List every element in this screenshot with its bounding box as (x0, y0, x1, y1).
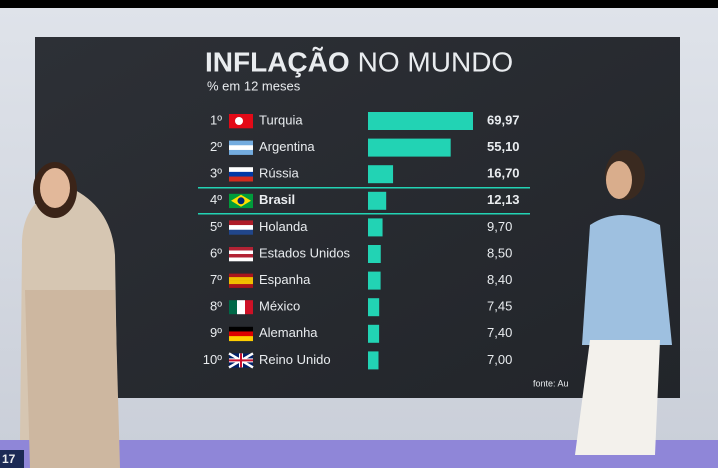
flag-part (229, 353, 253, 368)
presenter-left (20, 162, 120, 468)
flag (229, 247, 253, 262)
value-label: 12,13 (487, 192, 520, 207)
flag (229, 167, 253, 182)
flag-part (245, 300, 253, 315)
flag-part (229, 247, 253, 251)
value-label: 69,97 (487, 112, 520, 127)
bar (368, 138, 451, 157)
bar (368, 351, 379, 370)
flag-part (229, 176, 253, 182)
flag-part (229, 254, 253, 258)
flag-part (229, 257, 253, 262)
source: fonte: Au (533, 378, 569, 388)
value-label: 8,50 (487, 245, 512, 260)
rank: 5º (210, 219, 222, 234)
bar (368, 245, 381, 263)
flag-part (229, 336, 253, 342)
rank: 3º (210, 166, 222, 181)
rank: 9º (210, 325, 222, 340)
rank: 2º (210, 139, 222, 154)
category-label: Brasil (259, 192, 295, 207)
flag-part (229, 250, 253, 255)
value-label: 16,70 (487, 166, 520, 181)
flag (229, 300, 253, 315)
category-label: Alemanha (259, 325, 318, 340)
rank: 6º (210, 245, 222, 260)
rank: 4º (210, 192, 222, 207)
rank: 10º (203, 352, 222, 367)
bar (368, 324, 380, 343)
bar (368, 271, 381, 290)
category-label: Estados Unidos (259, 245, 351, 260)
flag-part (229, 280, 253, 285)
rank: 1º (210, 112, 222, 127)
corner-label: 17 (2, 452, 16, 466)
flag-part (229, 225, 253, 231)
flag-part (229, 220, 253, 226)
value-label: 7,45 (487, 299, 512, 314)
flag (229, 140, 253, 155)
bar (368, 218, 383, 237)
value-label: 7,40 (487, 325, 512, 340)
category-label: Reino Unido (259, 352, 331, 367)
value-label: 55,10 (487, 139, 520, 154)
flag (229, 220, 253, 235)
chart-title-light: NO MUNDO (358, 46, 514, 77)
rank: 7º (210, 272, 222, 287)
flag-part (229, 149, 253, 155)
category-label: Turquia (259, 112, 303, 127)
rank: 8º (210, 299, 222, 314)
category-label: Argentina (259, 139, 315, 154)
chart-title-bold: INFLAÇÃO (205, 46, 350, 77)
flag-part (237, 197, 245, 205)
flag-part (237, 300, 245, 315)
flag (228, 352, 254, 369)
flag (229, 114, 253, 129)
value-label: 9,70 (487, 219, 512, 234)
category-label: Holanda (259, 219, 308, 234)
flag-part (229, 331, 253, 337)
flag-part (229, 140, 253, 146)
category-label: México (259, 299, 300, 314)
bar (368, 191, 387, 210)
value-label: 8,40 (487, 272, 512, 287)
flag-part (229, 273, 253, 278)
bar (368, 298, 380, 317)
flag (229, 326, 253, 342)
bar (368, 112, 473, 130)
presenter-right (575, 150, 672, 455)
value-label: 7,00 (487, 352, 512, 367)
chart-screen (35, 37, 680, 398)
flag-part (229, 171, 253, 177)
flag-part (229, 145, 253, 151)
flag-part (229, 300, 237, 315)
flag (229, 273, 253, 288)
chart-subtitle: % em 12 meses (207, 78, 301, 93)
flag-part (235, 117, 243, 125)
bar (368, 165, 394, 184)
flag-part (229, 277, 253, 281)
flag-part (229, 229, 253, 235)
flag-part (229, 284, 253, 288)
category-label: Espanha (259, 272, 311, 287)
category-label: Rússia (259, 166, 300, 181)
flag-part (229, 167, 253, 173)
flag-part (229, 326, 253, 332)
flag (229, 193, 253, 209)
corner-badge (0, 450, 24, 468)
